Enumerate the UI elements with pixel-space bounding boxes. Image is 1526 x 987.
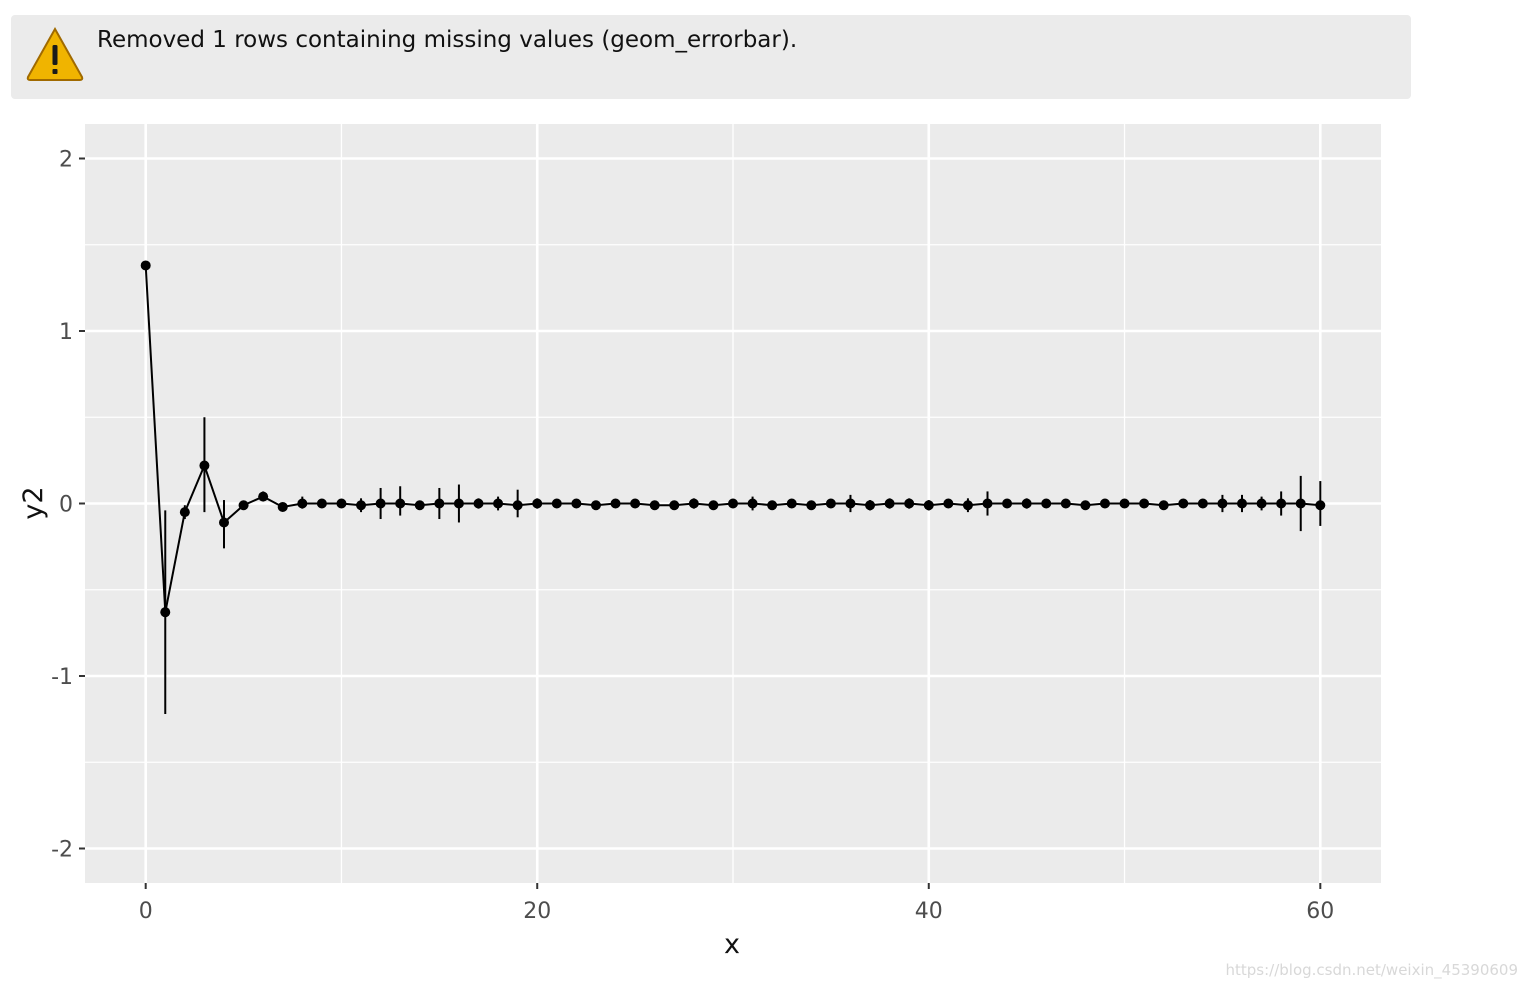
data-point	[179, 507, 190, 518]
data-point	[473, 498, 484, 509]
data-point	[571, 498, 582, 509]
y-tick-label: 0	[59, 493, 73, 518]
data-point	[1256, 498, 1267, 509]
data-point	[728, 498, 738, 509]
data-point	[1237, 498, 1248, 509]
data-point	[1002, 498, 1013, 509]
data-point	[845, 498, 856, 509]
data-point	[414, 500, 425, 511]
data-point	[277, 501, 288, 512]
y-tick-label: -2	[51, 838, 73, 863]
data-point	[375, 498, 386, 509]
data-point	[1276, 498, 1287, 509]
data-point	[336, 498, 347, 509]
data-point	[708, 500, 719, 511]
data-point	[747, 498, 758, 509]
data-point	[1315, 500, 1326, 511]
data-point	[1060, 498, 1071, 509]
data-point	[532, 498, 543, 509]
data-point	[1139, 498, 1150, 509]
data-point	[238, 500, 249, 511]
data-point	[1158, 500, 1169, 511]
data-point	[1021, 498, 1032, 509]
data-layer	[140, 260, 1326, 714]
data-point	[493, 498, 504, 509]
data-point	[649, 500, 660, 511]
x-tick-label: 20	[523, 899, 551, 924]
data-point	[1099, 498, 1110, 509]
data-point	[610, 498, 621, 509]
data-point	[1197, 498, 1208, 509]
data-point	[825, 498, 836, 509]
y-tick-label: 2	[59, 148, 73, 173]
data-point	[218, 517, 229, 528]
x-tick-label: 40	[915, 899, 943, 924]
y-axis-title: y2	[18, 486, 49, 519]
data-point	[434, 498, 445, 509]
data-point	[982, 498, 993, 509]
data-point	[630, 498, 641, 509]
data-point	[767, 500, 778, 511]
data-point	[1119, 498, 1130, 509]
data-point	[453, 498, 464, 509]
data-point	[1295, 498, 1306, 509]
data-point	[551, 498, 562, 509]
data-point	[806, 500, 817, 511]
x-tick-label: 60	[1306, 899, 1334, 924]
data-point	[316, 498, 327, 509]
warning-message: Removed 1 rows containing missing values…	[97, 27, 798, 53]
y-tick-label: 1	[59, 320, 73, 345]
data-point	[1178, 498, 1189, 509]
data-point	[884, 498, 895, 509]
data-point	[297, 498, 308, 509]
data-point	[962, 500, 973, 511]
data-point	[356, 500, 367, 511]
data-point	[1041, 498, 1052, 509]
data-point	[258, 491, 269, 502]
data-point	[904, 498, 915, 509]
data-point	[943, 498, 954, 509]
data-point	[1217, 498, 1228, 509]
data-point	[1080, 500, 1091, 511]
warning-icon	[26, 26, 84, 81]
axis-ticks: 0 20 40 60 -2 -1 0 1 2	[51, 148, 1334, 925]
data-point	[590, 500, 601, 511]
x-axis-title: x	[724, 929, 740, 960]
data-point	[786, 498, 797, 509]
data-point	[512, 500, 523, 511]
data-point	[669, 500, 680, 511]
data-point	[688, 498, 699, 509]
data-point	[160, 607, 171, 618]
watermark: https://blog.csdn.net/weixin_45390609	[1225, 961, 1518, 979]
y-tick-label: -1	[51, 665, 73, 690]
data-point	[140, 260, 151, 271]
data-point	[923, 500, 934, 511]
data-point	[865, 500, 876, 511]
warning-banner: Removed 1 rows containing missing values…	[11, 15, 1411, 99]
x-tick-label: 0	[139, 899, 153, 924]
data-point	[395, 498, 406, 509]
data-point	[199, 460, 210, 471]
